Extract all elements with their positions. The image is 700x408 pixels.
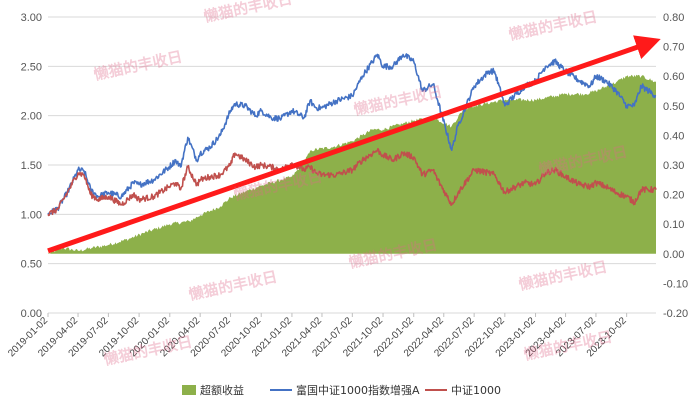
annotation-layer	[47, 35, 661, 254]
y-axis-right: -0.20 -0.10 0.00 0.10 0.20 0.30 0.40 0.50 0.60 0.…	[663, 12, 688, 320]
series-area-excess-return	[48, 74, 656, 254]
y-left-tick-label: 1.00	[21, 209, 42, 221]
trend-arrow	[47, 35, 661, 254]
y-left-tick-label: 0.50	[21, 259, 42, 271]
y-left-tick-label: 2.50	[21, 61, 42, 73]
legend-label: 超额收益	[200, 383, 244, 397]
watermark-text: 懒猫的丰收日	[522, 328, 614, 364]
watermark-text: 懒猫的丰收日	[507, 8, 599, 44]
legend: 超额收益 富国中证1000指数增强A 中证1000	[182, 383, 501, 397]
y-right-tick-label: 0.70	[663, 42, 684, 54]
watermark-text: 懒猫的丰收日	[187, 268, 279, 304]
y-right-tick-label: 0.10	[663, 219, 684, 231]
watermark-text: 懒猫的丰收日	[352, 83, 444, 119]
series-line-index	[47, 147, 657, 217]
y-right-tick-label: 0.30	[663, 160, 684, 172]
y-left-tick-label: 3.00	[21, 12, 42, 24]
legend-label: 富国中证1000指数增强A	[296, 383, 420, 397]
y-right-tick-label: -0.10	[663, 278, 688, 290]
y-right-tick-label: 0.60	[663, 71, 684, 83]
watermark-text: 懒猫的丰收日	[92, 48, 184, 84]
y-right-tick-label: -0.20	[663, 308, 688, 320]
legend-swatch	[182, 385, 196, 395]
y-right-tick-label: 0.40	[663, 130, 684, 142]
watermark-text: 懒猫的丰收日	[202, 0, 294, 26]
y-left-tick-label: 0.00	[21, 308, 42, 320]
y-axis-left: 0.00 0.50 1.00 1.50 2.00 2.50 3.00	[21, 12, 42, 320]
line-layer	[47, 53, 657, 217]
y-left-tick-label: 1.50	[21, 160, 42, 172]
y-right-tick-label: 0.50	[663, 101, 684, 113]
legend-label: 中证1000	[451, 384, 501, 397]
y-right-tick-label: 0.20	[663, 190, 684, 202]
series-line-fund	[47, 53, 657, 215]
y-left-tick-label: 2.00	[21, 111, 42, 123]
y-right-tick-label: 0.80	[663, 12, 684, 24]
watermark-text: 懒猫的丰收日	[517, 258, 609, 294]
area-layer	[48, 74, 656, 254]
y-right-tick-label: 0.00	[663, 249, 684, 261]
